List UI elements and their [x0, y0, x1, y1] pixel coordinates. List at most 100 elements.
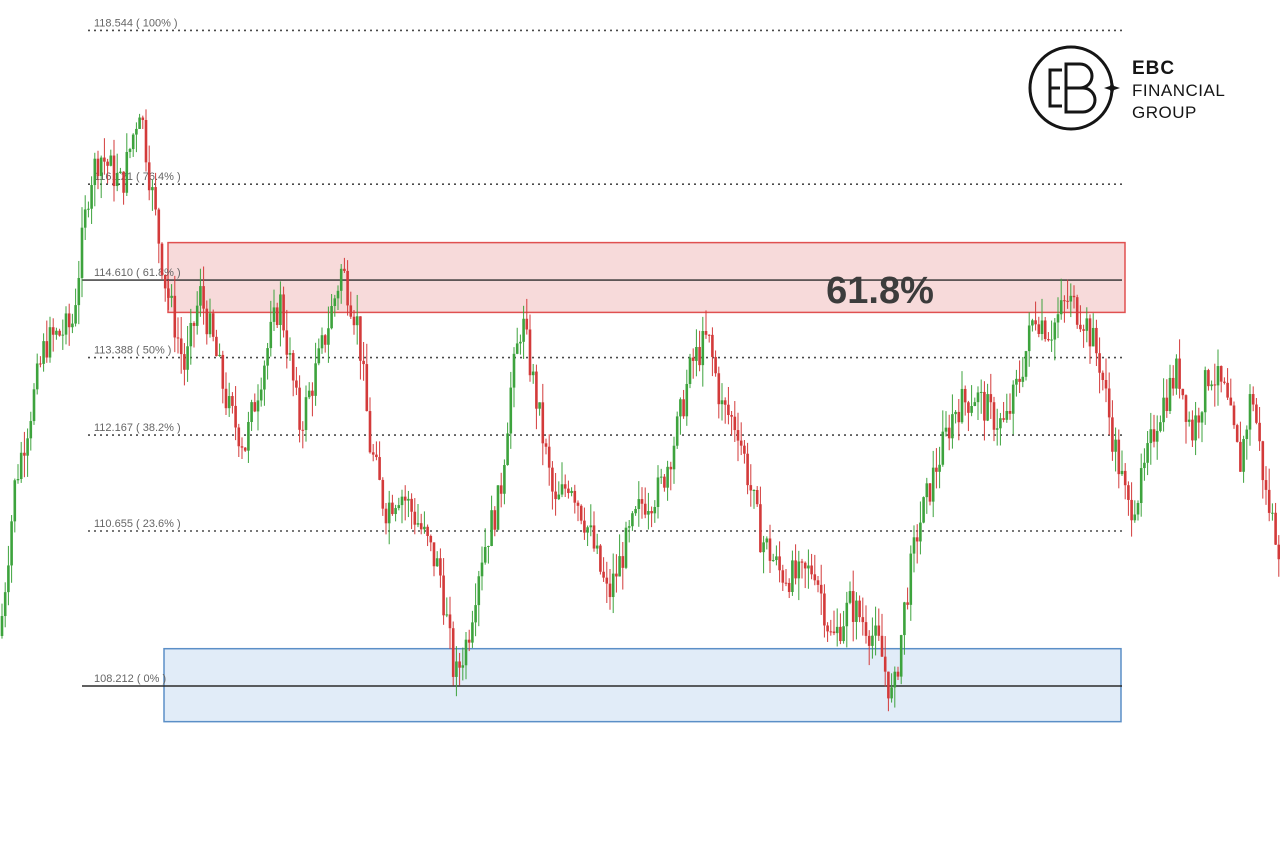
- fib-level-label: 110.655 ( 23.6% ): [94, 518, 181, 530]
- candle: [259, 377, 263, 407]
- candle: [477, 570, 481, 627]
- candle: [285, 309, 289, 369]
- candle: [295, 366, 298, 396]
- candle: [624, 521, 628, 570]
- candle: [365, 343, 369, 412]
- candle: [922, 496, 925, 524]
- candle: [186, 325, 189, 382]
- candle: [554, 473, 557, 516]
- candle: [471, 610, 474, 648]
- candle: [890, 673, 893, 703]
- candle: [1248, 384, 1252, 446]
- candle: [659, 468, 663, 484]
- candle: [743, 440, 746, 464]
- candle: [762, 535, 765, 574]
- candle: [432, 542, 436, 577]
- candle: [179, 316, 183, 374]
- candle: [704, 310, 708, 339]
- candle: [736, 412, 740, 462]
- fib-level-label: 116.121 ( 76.4% ): [94, 171, 181, 183]
- candle: [359, 316, 362, 380]
- candle: [583, 507, 586, 540]
- candle: [1127, 481, 1130, 516]
- candle: [1235, 423, 1239, 443]
- candle: [1008, 393, 1012, 420]
- candle: [851, 570, 855, 642]
- candle: [723, 397, 727, 424]
- candle: [346, 260, 349, 316]
- candle: [1040, 298, 1044, 341]
- candle: [551, 461, 554, 510]
- candle: [938, 446, 941, 489]
- candle: [666, 460, 669, 501]
- candle: [589, 504, 593, 537]
- candle: [983, 381, 986, 441]
- candle: [61, 319, 65, 350]
- candle: [416, 503, 420, 528]
- candle: [1232, 401, 1236, 429]
- candle: [480, 546, 484, 591]
- candle: [231, 392, 234, 414]
- candle: [611, 553, 615, 614]
- support-zone: [163, 647, 1122, 723]
- candle: [515, 327, 519, 355]
- candle: [304, 385, 308, 442]
- candle: [1082, 324, 1085, 348]
- candle: [1271, 503, 1274, 521]
- candle: [675, 411, 679, 449]
- candle: [170, 284, 173, 308]
- candle: [970, 385, 973, 417]
- candle: [1056, 297, 1060, 339]
- candle: [330, 293, 333, 330]
- candle: [320, 327, 324, 354]
- candle: [253, 393, 257, 413]
- candle: [67, 303, 71, 346]
- candle: [112, 139, 116, 202]
- candle: [269, 300, 273, 357]
- candle: [816, 575, 820, 593]
- candle: [1031, 318, 1034, 332]
- candle: [1210, 380, 1213, 391]
- candle: [685, 369, 689, 426]
- candle: [848, 581, 852, 605]
- candle: [439, 548, 442, 588]
- candle: [973, 397, 977, 407]
- candle: [883, 636, 887, 687]
- candle: [819, 564, 823, 615]
- candle: [333, 294, 337, 317]
- candle: [426, 524, 429, 547]
- candle: [1050, 320, 1053, 352]
- candle: [1152, 414, 1156, 448]
- logo-line-2: FINANCIAL: [1132, 81, 1226, 100]
- candle: [83, 195, 87, 240]
- candle: [627, 520, 631, 543]
- candle: [23, 431, 26, 478]
- candle: [1120, 450, 1124, 476]
- candle: [1219, 365, 1223, 393]
- candle: [503, 459, 506, 505]
- candle: [691, 348, 695, 379]
- candle: [272, 289, 276, 332]
- candle: [109, 149, 113, 167]
- candle: [349, 291, 353, 319]
- candle: [791, 550, 794, 596]
- candle: [653, 500, 657, 523]
- candle: [592, 511, 596, 552]
- candle: [979, 379, 983, 414]
- candle: [51, 318, 55, 352]
- candle: [314, 342, 317, 406]
- candle: [842, 610, 845, 644]
- candle: [1168, 364, 1172, 415]
- candle: [1104, 358, 1108, 403]
- candle: [720, 383, 724, 421]
- candle: [752, 489, 756, 509]
- candle: [906, 587, 909, 610]
- candle: [669, 461, 673, 491]
- candle: [787, 578, 791, 599]
- candle: [74, 288, 77, 327]
- candle: [995, 408, 999, 446]
- candle: [1255, 398, 1258, 425]
- fib-level-label: 114.610 ( 61.8% ): [94, 267, 181, 279]
- candle: [125, 133, 129, 197]
- candle: [1133, 500, 1137, 523]
